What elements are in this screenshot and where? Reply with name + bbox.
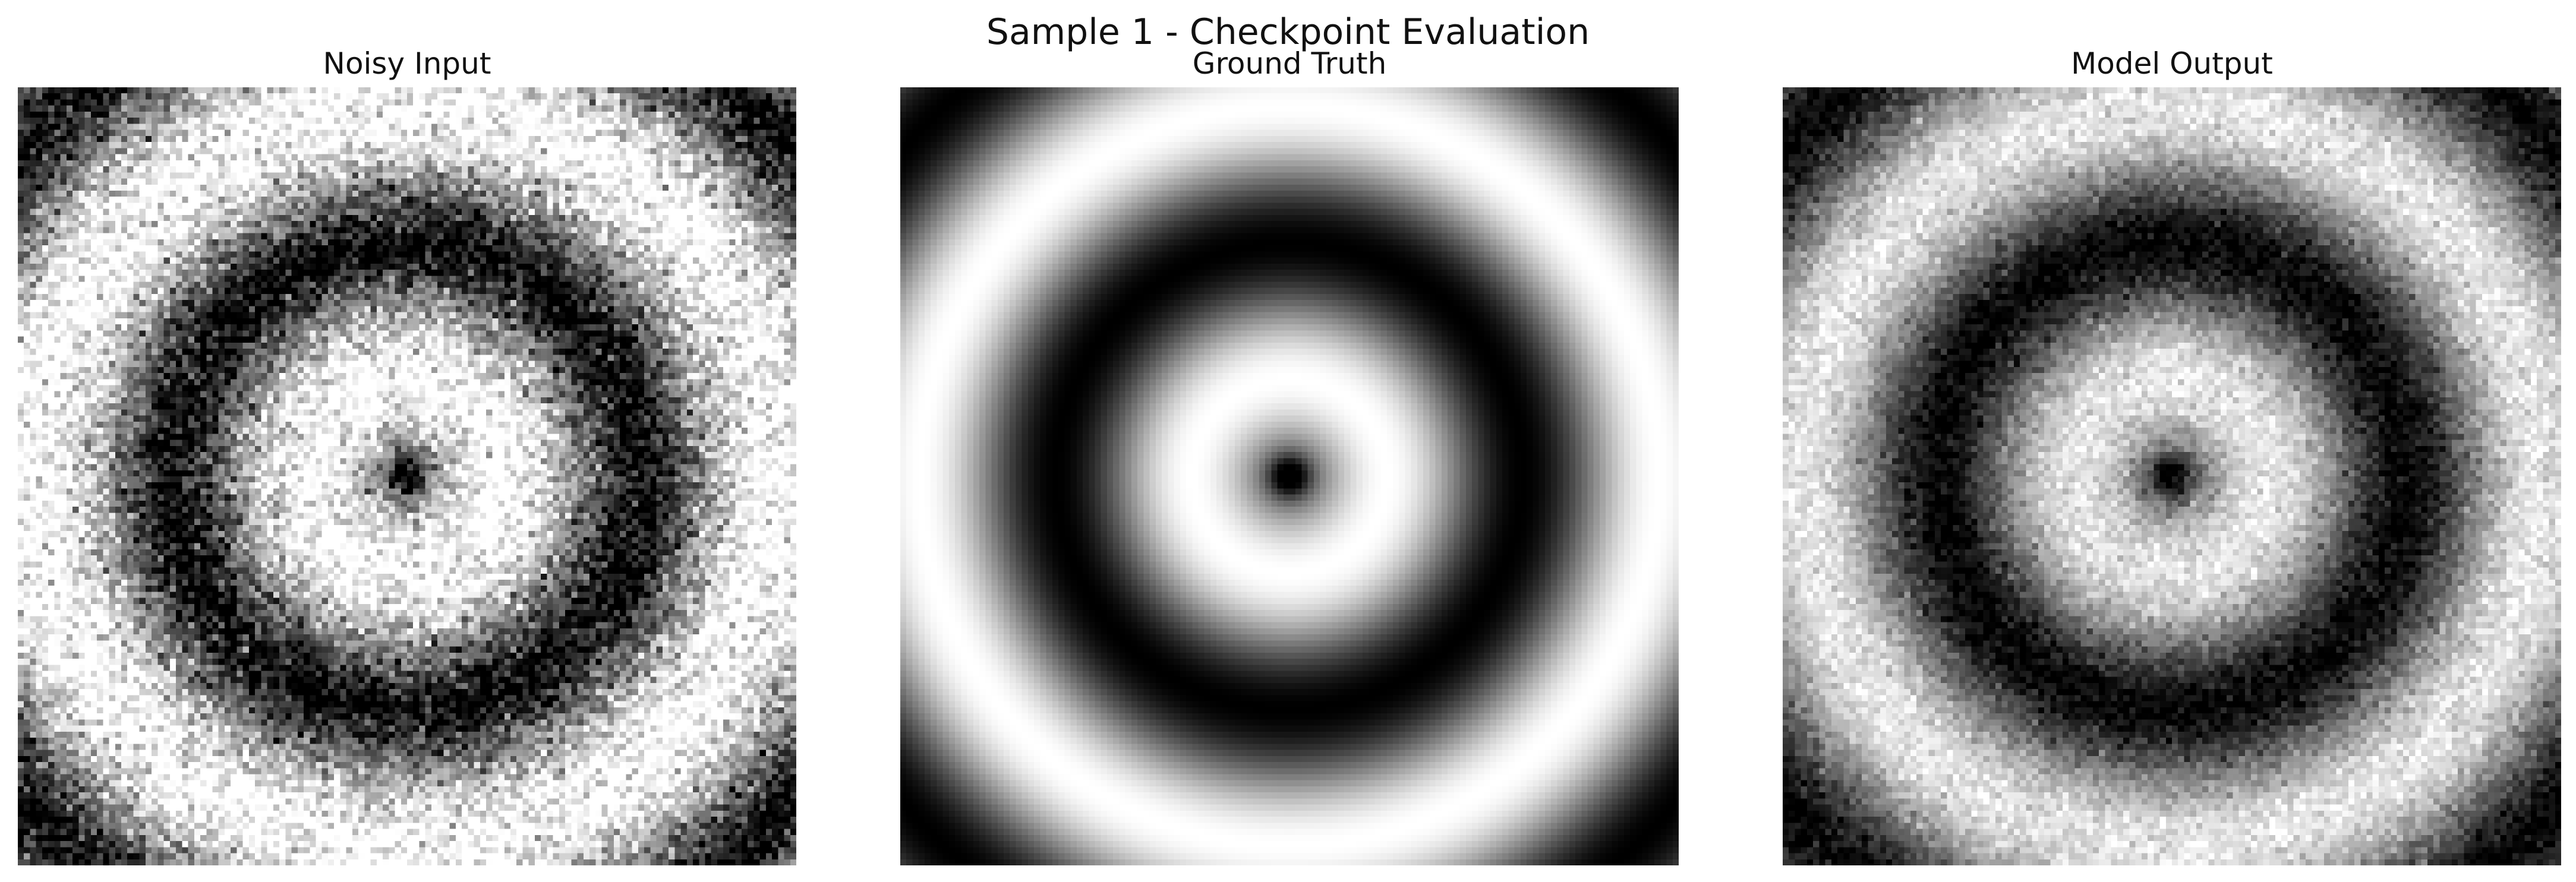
model-output-image xyxy=(1783,87,2561,865)
panel-noisy-input: Noisy Input xyxy=(18,43,796,865)
panel-title-model-output: Model Output xyxy=(2071,46,2273,81)
panel-model-output: Model Output xyxy=(1783,43,2561,865)
panel-ground-truth: Ground Truth xyxy=(900,43,1679,865)
figure-title: Sample 1 - Checkpoint Evaluation xyxy=(986,11,1590,53)
panel-title-noisy-input: Noisy Input xyxy=(323,46,491,81)
noisy-input-image xyxy=(18,87,796,865)
ground-truth-image xyxy=(900,87,1679,865)
panel-title-ground-truth: Ground Truth xyxy=(1192,46,1387,81)
